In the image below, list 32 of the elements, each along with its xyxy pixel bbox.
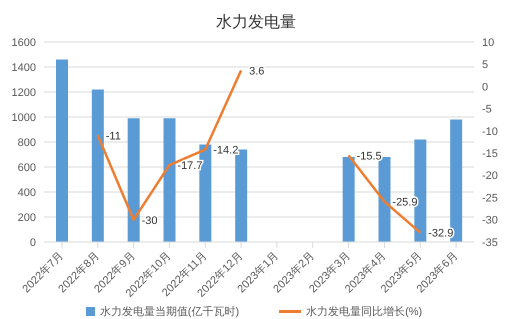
y2-tick-label: -30 <box>482 214 498 227</box>
data-label: -30 <box>142 214 158 227</box>
legend-label: 水力发电量同比增长(%) <box>305 305 422 319</box>
y-tick-label: 400 <box>18 186 36 199</box>
bar <box>164 118 176 242</box>
y-tick-label: 1200 <box>12 86 36 99</box>
y2-tick-label: 0 <box>482 81 488 94</box>
data-label: -14.2 <box>213 144 238 157</box>
y2-tick-label: -15 <box>482 148 498 160</box>
y-tick-label: 1600 <box>12 36 36 49</box>
y-tick-label: 800 <box>18 136 36 149</box>
y2-tick-label: 10 <box>482 36 494 49</box>
y2-tick-label: -5 <box>482 104 492 116</box>
y-tick-label: 600 <box>18 162 36 174</box>
data-label: -15.5 <box>356 150 382 162</box>
bar <box>342 157 355 242</box>
y-tick-label: 0 <box>30 236 36 249</box>
y2-tick-label: -35 <box>482 236 498 249</box>
y2-tick-label: -10 <box>482 126 498 138</box>
chart-title: 水力发电量 <box>215 12 297 33</box>
bar <box>128 118 140 242</box>
y2-tick-label: -20 <box>482 170 498 182</box>
y2-tick-label: 5 <box>482 59 488 72</box>
y-tick-label: 1400 <box>12 62 36 74</box>
bar <box>92 90 104 242</box>
y2-tick-label: -25 <box>482 192 498 204</box>
bar <box>56 60 68 242</box>
data-label: -11 <box>106 130 121 142</box>
y-tick-label: 1000 <box>12 112 36 124</box>
y-tick-label: 200 <box>18 212 36 224</box>
data-label: 3.6 <box>249 65 264 78</box>
legend-label: 水力发电量当期值(亿千瓦时) <box>98 305 240 319</box>
